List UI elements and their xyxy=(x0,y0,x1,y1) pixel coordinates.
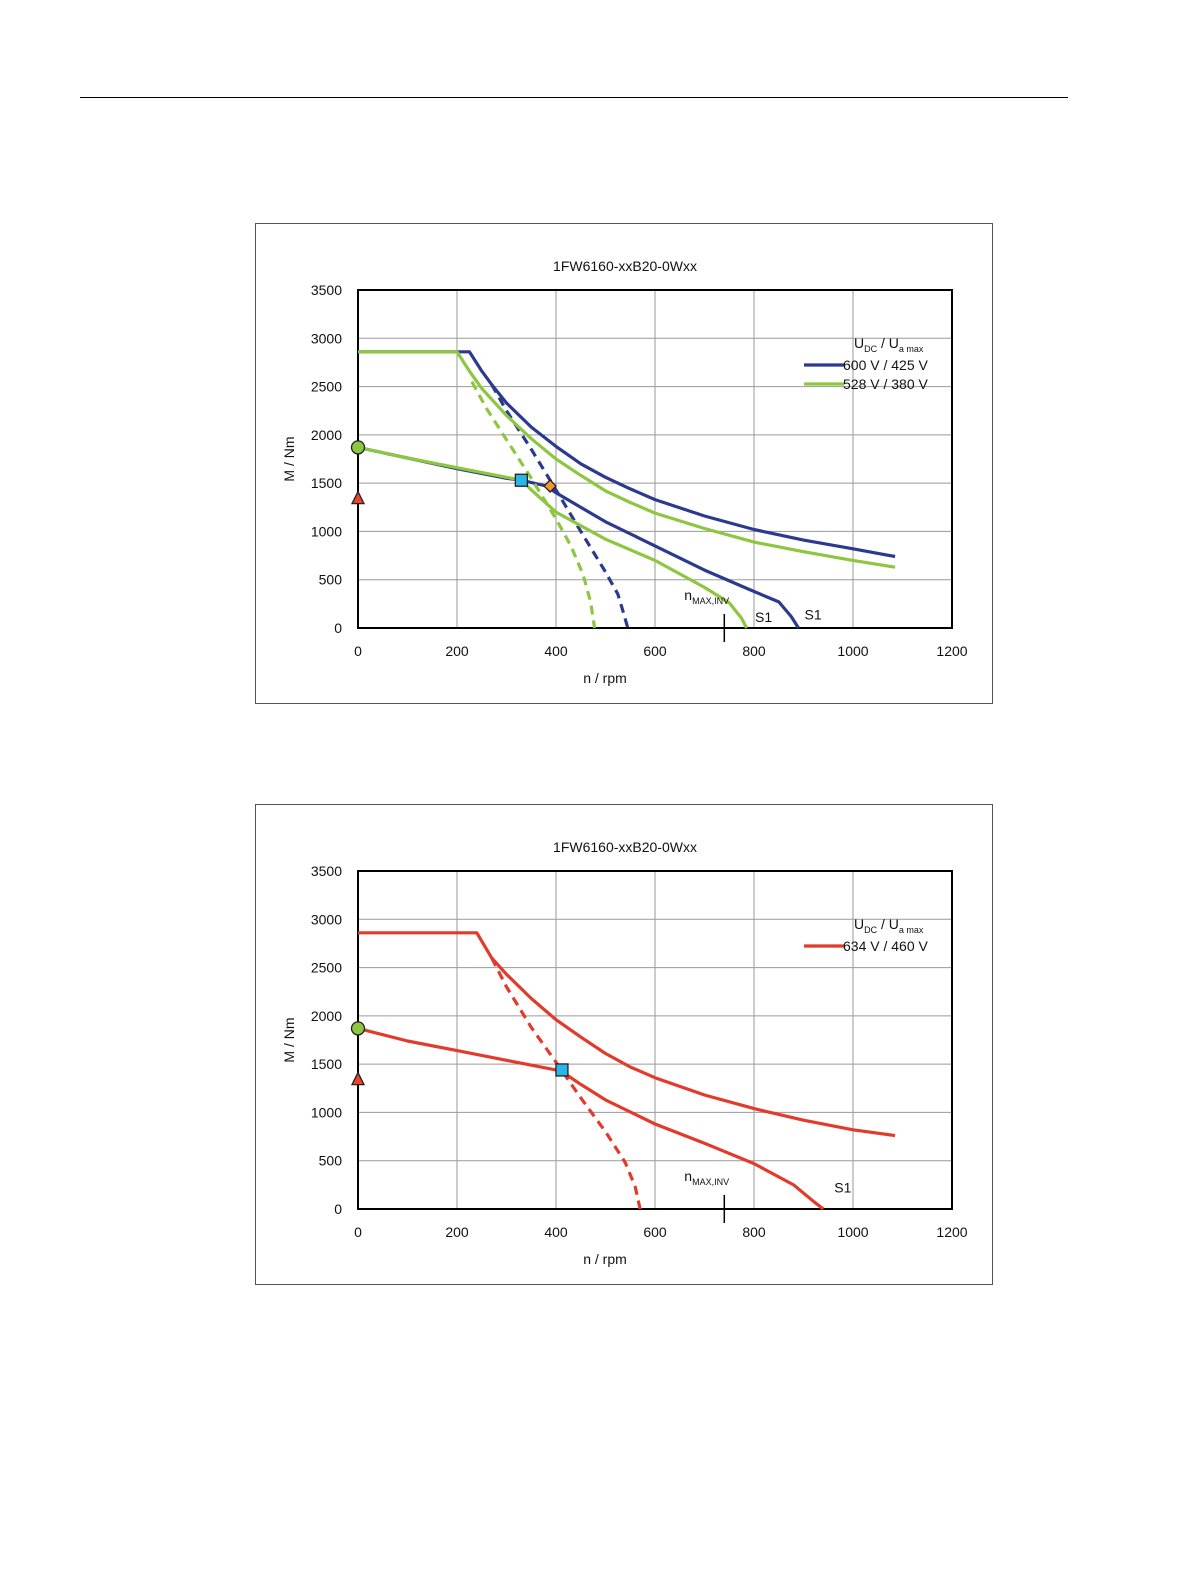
s1-label: S1 xyxy=(805,606,822,622)
legend-label: 600 V / 425 V xyxy=(843,357,929,373)
legend-header-dc: DC xyxy=(864,344,877,354)
legend-header-u: U xyxy=(854,335,864,351)
y-tick-label: 3500 xyxy=(311,282,342,298)
x-tick-label: 1200 xyxy=(936,643,967,659)
marker-diamond xyxy=(543,479,557,493)
y-tick-label: 1500 xyxy=(311,1056,342,1072)
header-rule xyxy=(80,97,1068,98)
x-tick-label: 1000 xyxy=(837,1224,868,1240)
legend-header: UDC / Ua max xyxy=(854,916,924,935)
y-tick-label: 1000 xyxy=(311,523,342,539)
chart-svg: 1FW6160-xxB20-0Wxx 0 200 400 600 800 1000 1200 0… xyxy=(281,258,968,686)
legend-label: 528 V / 380 V xyxy=(843,376,929,392)
s1-label: S1 xyxy=(834,1180,851,1196)
s1-label: S1 xyxy=(755,609,772,625)
series-line-5 xyxy=(470,380,597,629)
marker-square xyxy=(514,473,529,487)
marker-circle xyxy=(350,1021,366,1036)
x-axis-label: n / rpm xyxy=(583,670,627,686)
legend-header-sep: / xyxy=(877,916,889,932)
x-tick-label: 0 xyxy=(354,1224,362,1240)
x-axis-label: n / rpm xyxy=(583,1251,627,1267)
x-tick-label: 600 xyxy=(643,643,667,659)
nmax-inv-label-main: n xyxy=(684,587,692,603)
nmax-inv-label: nMAX,INV xyxy=(684,1168,729,1187)
marker-circle xyxy=(350,440,366,455)
plot-area xyxy=(357,289,953,629)
nmax-inv-label-sub: MAX,INV xyxy=(692,1177,729,1187)
nmax-inv-label: nMAX,INV xyxy=(684,587,729,606)
legend-header-u2: U xyxy=(889,335,899,351)
legend-header-amax: a max xyxy=(899,925,924,935)
y-tick-label: 2000 xyxy=(311,427,342,443)
y-tick-label: 500 xyxy=(319,572,343,588)
series-line-2 xyxy=(490,957,642,1210)
nmax-inv-label-main: n xyxy=(684,1168,692,1184)
x-tick-label: 800 xyxy=(742,1224,766,1240)
y-tick-label: 3500 xyxy=(311,863,342,879)
legend-header-amax: a max xyxy=(899,344,924,354)
x-tick-label: 600 xyxy=(643,1224,667,1240)
legend-header-u: U xyxy=(854,916,864,932)
x-tick-label: 400 xyxy=(544,643,568,659)
y-tick-label: 2000 xyxy=(311,1008,342,1024)
y-tick-label: 1500 xyxy=(311,475,342,491)
series-line-4 xyxy=(358,350,896,569)
plot-area xyxy=(357,870,953,1210)
y-tick-label: 2500 xyxy=(311,960,342,976)
legend-header-dc: DC xyxy=(864,925,877,935)
series-line-1 xyxy=(358,350,896,559)
y-tick-label: 0 xyxy=(334,1201,342,1217)
chart-2: 1FW6160-xxB20-0Wxx 0 200 400 600 800 1000 1200 0… xyxy=(255,804,993,1285)
chart-svg: 1FW6160-xxB20-0Wxx 0 200 400 600 800 1000 1200 0… xyxy=(281,839,968,1267)
x-tick-label: 200 xyxy=(445,643,469,659)
y-tick-label: 3000 xyxy=(311,330,342,346)
marker-square xyxy=(555,1063,569,1077)
x-tick-label: 200 xyxy=(445,1224,469,1240)
legend-header: UDC / Ua max xyxy=(854,335,924,354)
marker-triangle xyxy=(350,1071,366,1086)
y-tick-label: 500 xyxy=(319,1153,343,1169)
chart-1: 1FW6160-xxB20-0Wxx 0 200 400 600 800 1000 1200 0… xyxy=(255,223,993,704)
series-line-1 xyxy=(358,931,896,1138)
series-line-6 xyxy=(357,445,749,629)
x-tick-label: 1000 xyxy=(837,643,868,659)
y-axis-label: M / Nm xyxy=(281,1017,297,1062)
series-line-3 xyxy=(357,1026,825,1211)
chart-title: 1FW6160-xxB20-0Wxx xyxy=(553,258,697,274)
legend-header-u2: U xyxy=(889,916,899,932)
legend-label: 634 V / 460 V xyxy=(843,938,929,954)
y-tick-label: 3000 xyxy=(311,911,342,927)
x-tick-label: 1200 xyxy=(936,1224,967,1240)
marker-triangle xyxy=(350,490,366,505)
legend-header-sep: / xyxy=(877,335,889,351)
y-tick-label: 2500 xyxy=(311,379,342,395)
x-tick-label: 0 xyxy=(354,643,362,659)
x-tick-label: 800 xyxy=(742,643,766,659)
x-tick-label: 400 xyxy=(544,1224,568,1240)
chart-title: 1FW6160-xxB20-0Wxx xyxy=(553,839,697,855)
y-tick-label: 0 xyxy=(334,620,342,636)
nmax-inv-label-sub: MAX,INV xyxy=(692,596,729,606)
y-tick-label: 1000 xyxy=(311,1104,342,1120)
y-axis-label: M / Nm xyxy=(281,436,297,481)
